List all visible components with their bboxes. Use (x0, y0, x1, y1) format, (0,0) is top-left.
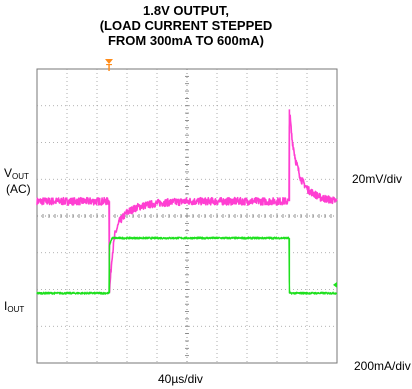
grid (36, 68, 338, 364)
vout-label-subscript: OUT (12, 172, 29, 181)
x-axis-label: 40µs/div (158, 372, 203, 386)
iout-label-subscript: OUT (7, 305, 25, 314)
iout-label: IOUT (4, 299, 25, 315)
vout-scale-label: 20mV/div (352, 172, 403, 186)
vout-label: VOUT (4, 166, 29, 182)
chart-title-line-3: FROM 300mA TO 600mA) (107, 33, 265, 48)
markers: T (105, 59, 337, 288)
iout-scale-label: 200mA/div (354, 359, 411, 373)
iout-label-main: I (4, 299, 8, 313)
iout-offset-marker (333, 281, 337, 288)
chart-title-line-2: (LOAD CURRENT STEPPED (99, 18, 273, 33)
trigger-arrow (105, 59, 113, 64)
trigger-marker-label: T (106, 63, 112, 74)
chart-title-line-1: 1.8V OUTPUT, (143, 3, 229, 18)
vout-ac-note: (AC) (6, 182, 31, 196)
iout-trace (36, 236, 338, 295)
vout-label-main: V (4, 166, 13, 180)
traces (36, 109, 338, 295)
